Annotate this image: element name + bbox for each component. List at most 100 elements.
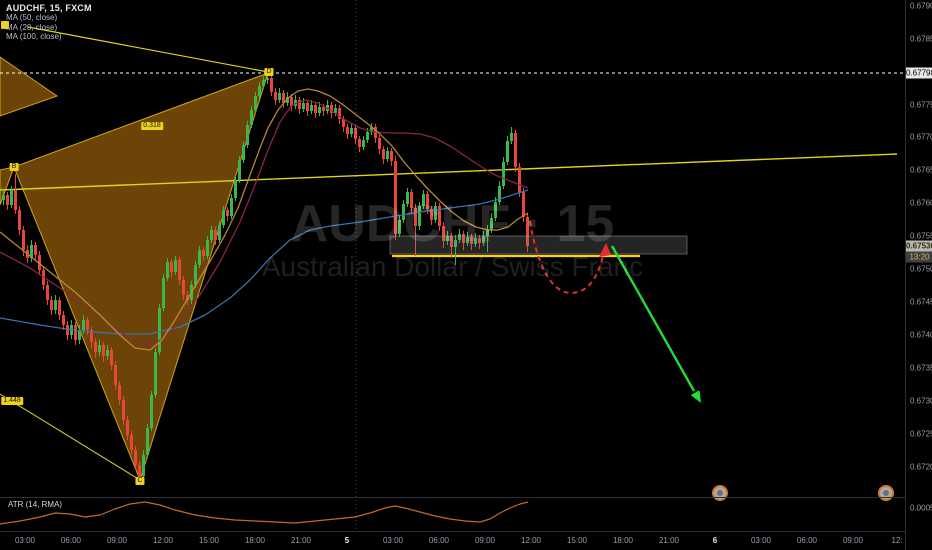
candle-body <box>90 330 93 342</box>
candle-body <box>278 93 281 100</box>
candle-body <box>150 395 153 428</box>
price-axis-label-0.67900: 0.67900 <box>910 1 932 11</box>
candle-body <box>102 345 105 356</box>
candle-body <box>230 198 233 216</box>
price-axis-label-0.67700: 0.67700 <box>910 132 932 142</box>
candle-body <box>186 295 189 300</box>
candle-body <box>506 141 509 162</box>
candle-body <box>286 97 289 103</box>
candle-body <box>298 100 301 109</box>
candle-body <box>522 192 525 217</box>
legend-ma20-row[interactable]: MA (20, close) <box>6 22 58 32</box>
candle-body <box>170 262 173 272</box>
candle-body <box>406 192 409 204</box>
candle-body <box>394 161 397 234</box>
candle-body <box>14 190 17 210</box>
candle-body <box>58 300 61 315</box>
candle-body <box>266 78 269 80</box>
candle-body <box>202 250 205 256</box>
candle-body <box>442 226 445 241</box>
candle-body <box>54 300 57 310</box>
candle-body <box>74 325 77 340</box>
candle-body <box>46 285 49 300</box>
candle-body <box>110 350 113 365</box>
time-axis-label-12: 12: <box>891 536 903 545</box>
chart-legend[interactable]: AUDCHF, 15, FXCM MA (50, close) MA (20, … <box>6 3 92 42</box>
candle-body <box>178 260 181 280</box>
candle-body <box>514 133 517 167</box>
candle-body <box>206 240 209 256</box>
candle-body <box>106 350 109 356</box>
idea-marker-avatar-0 <box>717 490 723 496</box>
xabcd-pattern-polygon-1[interactable] <box>0 56 59 117</box>
candle-body <box>470 237 473 244</box>
candle-body <box>418 206 421 226</box>
pattern-point-label-1.448[interactable]: 1.448 <box>1 397 23 405</box>
candle-body <box>210 230 213 240</box>
atr-indicator-label[interactable]: ATR (14, RMA) <box>8 500 63 509</box>
candle-body <box>130 435 133 450</box>
candle-body <box>86 320 89 330</box>
price-axis[interactable]: 0.67900 0.67850 0.67750 0.67700 0.67650 0.676… <box>905 0 932 550</box>
candle-body <box>94 342 97 352</box>
xabcd-pattern-polygon-0[interactable] <box>13 72 269 482</box>
candle-body <box>122 400 125 420</box>
candle-body <box>434 206 437 220</box>
red-arc-arrowhead <box>599 243 611 257</box>
candle-body <box>498 186 501 202</box>
candle-body <box>310 105 313 111</box>
trendline-1[interactable] <box>0 153 898 191</box>
candle-body <box>82 320 85 330</box>
pattern-point-label-0.318[interactable]: 0.318 <box>141 122 163 130</box>
candle-body <box>450 236 453 247</box>
trendline-2[interactable] <box>0 393 141 481</box>
candle-body <box>430 209 433 220</box>
candle-body <box>62 315 65 325</box>
candle-body <box>426 194 429 209</box>
candle-body <box>10 190 13 205</box>
candle-body <box>354 128 357 139</box>
price-axis-label-0.67750: 0.67750 <box>910 100 932 110</box>
price-axis-label-0.67300: 0.67300 <box>910 396 932 406</box>
candle-body <box>342 119 345 127</box>
candle-body <box>250 110 253 125</box>
candle-body <box>482 236 485 243</box>
time-axis-label-0900: 09:00 <box>842 536 864 545</box>
candle-body <box>438 206 441 226</box>
candle-body <box>362 140 365 147</box>
legend-symbol-title[interactable]: AUDCHF, 15, FXCM <box>6 3 92 13</box>
pattern-point-label-d[interactable]: D <box>264 68 274 76</box>
red-dashed-arc[interactable] <box>529 220 605 295</box>
legend-ma100-row[interactable]: MA (100, close) <box>6 32 62 41</box>
selection-zone-rect[interactable] <box>389 235 688 255</box>
candle-body <box>214 230 217 240</box>
time-axis[interactable]: 03:00 06:00 09:00 12:00 15:00 18:00 21:00 5 03:0… <box>0 531 905 550</box>
green-arrow-line[interactable] <box>610 245 696 392</box>
candle-body <box>334 108 337 113</box>
candle-body <box>34 245 37 255</box>
candle-body <box>2 195 5 200</box>
candle-body <box>290 97 293 106</box>
candle-body <box>382 149 385 159</box>
trendline-0[interactable] <box>27 26 269 73</box>
pattern-point-label-c[interactable]: C <box>135 477 145 485</box>
idea-marker-avatar-1 <box>883 490 889 496</box>
candle-body <box>478 238 481 243</box>
candle-body <box>306 103 309 111</box>
price-axis-label-0.67600: 0.67600 <box>910 198 932 208</box>
yellow-tag[interactable] <box>1 21 9 29</box>
candle-body <box>350 128 353 134</box>
pane-separator[interactable] <box>0 497 905 498</box>
candle-body <box>262 80 265 86</box>
pattern-point-label-b[interactable]: B <box>9 163 19 171</box>
candle-body <box>398 220 401 234</box>
time-axis-label-1500: 15:00 <box>566 536 588 545</box>
candle-body <box>462 234 465 243</box>
legend-ma50-row[interactable]: MA (50, close) <box>6 13 58 22</box>
candle-body <box>146 428 149 455</box>
candle-body <box>358 139 361 147</box>
time-axis-label-0600: 06:00 <box>428 536 450 545</box>
candle-body <box>182 280 185 295</box>
candle-body <box>454 240 457 247</box>
